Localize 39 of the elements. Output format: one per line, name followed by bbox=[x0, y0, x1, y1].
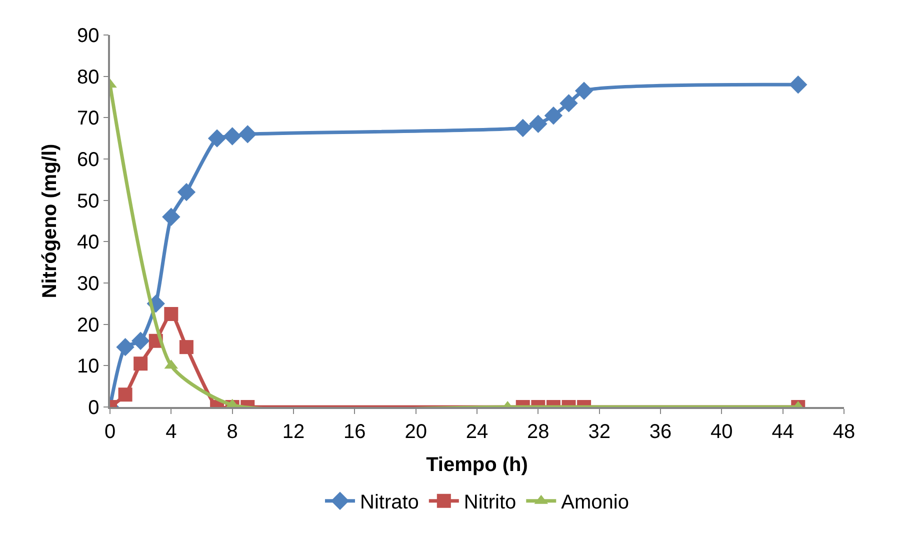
point bbox=[162, 208, 180, 226]
y-tick-label: 10 bbox=[77, 356, 100, 378]
point bbox=[574, 82, 594, 100]
x-axis-title: Tiempo (h) bbox=[426, 454, 528, 476]
legend-label: Nitrito bbox=[464, 492, 516, 514]
x-tick-label: 28 bbox=[527, 420, 550, 443]
x-tick-label: 12 bbox=[282, 420, 305, 443]
x-tick-label: 44 bbox=[772, 420, 794, 443]
point bbox=[514, 118, 532, 138]
y-tick-label: 90 bbox=[77, 25, 100, 47]
y-tick-label: 40 bbox=[77, 232, 100, 254]
y-tick-label: 60 bbox=[77, 149, 100, 171]
point bbox=[789, 76, 808, 94]
point bbox=[560, 94, 578, 112]
point bbox=[529, 114, 548, 133]
legend-label: Nitrato bbox=[360, 492, 419, 514]
x-tick-label: 8 bbox=[226, 420, 238, 443]
x-tick-label: 40 bbox=[710, 420, 733, 443]
point bbox=[238, 125, 257, 144]
y-tick-label: 50 bbox=[77, 190, 100, 212]
y-axis-title: Nitrógeno (mg/l) bbox=[39, 144, 61, 298]
x-tick-label: 48 bbox=[832, 420, 856, 443]
y-tick-label: 20 bbox=[77, 314, 100, 336]
x-tick-label: 4 bbox=[166, 420, 177, 443]
point bbox=[177, 182, 196, 202]
x-tick-label: 0 bbox=[104, 420, 116, 443]
x-tick-label: 16 bbox=[344, 420, 366, 443]
x-tick-label: 32 bbox=[588, 420, 610, 443]
x-tick-label: 20 bbox=[404, 420, 427, 443]
point bbox=[208, 129, 226, 148]
point bbox=[223, 127, 242, 146]
y-tick-label: 0 bbox=[88, 397, 100, 419]
point bbox=[544, 106, 563, 125]
y-tick-label: 30 bbox=[77, 273, 100, 295]
y-tick-label: 80 bbox=[77, 66, 100, 88]
x-tick-label: 24 bbox=[466, 420, 488, 443]
y-tick-label: 70 bbox=[77, 108, 100, 130]
x-tick-label: 36 bbox=[649, 420, 672, 443]
legend-label: Amonio bbox=[561, 492, 629, 514]
